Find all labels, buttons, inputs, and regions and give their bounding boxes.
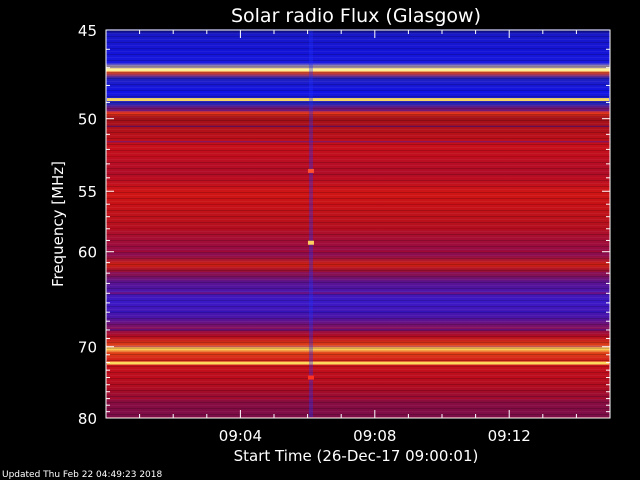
y-tick-label: 70 [78,339,97,357]
y-axis: 45 50 55 60 70 80 [78,22,610,428]
y-tick-label: 55 [78,183,97,201]
frequency-band [107,376,609,379]
chart-title: Solar radio Flux (Glasgow) [231,5,481,27]
y-tick-label: 80 [78,410,97,428]
time-feature-layer [307,31,314,417]
interference-line [308,31,313,417]
frequency-band [107,397,609,400]
plot-frame [105,29,611,419]
frequency-band [107,176,609,179]
spectrogram-texture [106,30,610,418]
frequency-band [107,345,609,348]
frequency-band [107,250,609,253]
x-tick-label: 09:12 [488,427,531,445]
frequency-band [107,292,609,294]
frequency-band [107,328,609,331]
y-tick-label: 45 [78,22,97,40]
y-tick-label: 60 [78,244,97,262]
frequency-band [107,272,609,274]
interference-spot [307,375,314,380]
frequency-band [107,361,609,365]
frequency-band [107,140,609,143]
updated-timestamp: Updated Thu Feb 22 04:49:23 2018 [2,470,163,480]
interference-spot [307,240,314,245]
y-axis-label: Frequency [MHz] [49,161,67,287]
plot-area [105,29,611,419]
x-axis-label: Start Time (26-Dec-17 09:00:01) [234,447,479,465]
frequency-band [107,155,609,158]
frequency-band [107,48,609,50]
x-axis: 09:04 09:08 09:12 [105,30,611,445]
frequency-band [107,66,609,69]
interference-spot [307,168,314,173]
frequency-band [107,227,609,230]
frequency-band [107,311,609,313]
frequency-band [107,98,609,102]
frequency-band [107,109,609,112]
x-tick-label: 09:04 [219,427,262,445]
frequency-band [107,203,609,205]
frequency-band [107,84,609,86]
frequency-band [107,125,609,128]
x-tick-label: 09:08 [353,427,396,445]
y-tick-label: 50 [78,111,97,129]
